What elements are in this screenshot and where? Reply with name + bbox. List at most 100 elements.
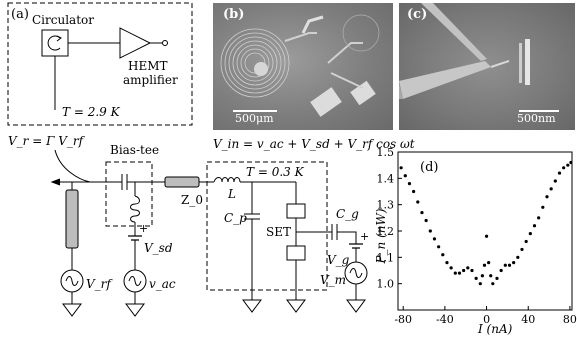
chart-panel-label: (d) xyxy=(420,160,438,175)
cryostat-box-bottom xyxy=(206,161,328,291)
cg-label: C_g xyxy=(336,207,359,221)
data-point xyxy=(528,232,532,236)
data-point xyxy=(489,274,493,278)
data-point xyxy=(491,282,495,286)
x-tick-label: 0 xyxy=(483,313,490,326)
vm-label: V_m xyxy=(320,273,346,287)
cp-label: C_p xyxy=(224,211,247,225)
data-point xyxy=(470,268,474,273)
data-point xyxy=(466,266,470,270)
data-point xyxy=(462,268,466,273)
y-tick-label: 1.4 xyxy=(377,172,395,185)
vac-label: v_ac xyxy=(149,277,176,291)
inductor-l xyxy=(213,177,241,183)
y-tick-label: 1.5 xyxy=(377,146,395,159)
data-point xyxy=(495,276,499,280)
data-point xyxy=(549,187,553,191)
bias-tee-inductor xyxy=(130,195,140,223)
data-point xyxy=(453,271,457,275)
sem-image-set: (c) 500nm xyxy=(399,3,575,130)
data-point xyxy=(407,182,412,186)
data-point xyxy=(474,276,478,280)
scale-bar-c xyxy=(519,110,559,112)
data-point xyxy=(553,179,557,183)
scale-bar-b xyxy=(233,110,277,112)
bias-tee-box xyxy=(105,161,153,227)
data-point xyxy=(480,274,484,278)
data-point xyxy=(403,174,407,178)
data-point xyxy=(457,271,462,275)
hemt-label-2: amplifier xyxy=(123,73,178,87)
scale-label-c: 500nm xyxy=(517,112,556,125)
circulator-label: Circulator xyxy=(32,13,94,27)
sem-image-device: (b) 500μm xyxy=(213,3,393,130)
x-tick-label: 80 xyxy=(563,313,577,326)
data-point xyxy=(503,263,507,267)
y-tick-label: 1.1 xyxy=(377,251,395,264)
data-point xyxy=(532,224,537,228)
cryostat-box-top xyxy=(7,2,193,126)
vrf-label: V_rf xyxy=(86,277,113,291)
data-point xyxy=(441,253,445,257)
panel-c-label: (c) xyxy=(407,7,428,22)
scale-label-b: 500μm xyxy=(235,112,274,125)
data-point xyxy=(449,266,453,270)
data-point xyxy=(524,239,528,244)
sem-set-drawing xyxy=(399,3,530,99)
data-point xyxy=(424,218,428,223)
data-point xyxy=(562,166,566,170)
data-point xyxy=(545,195,549,199)
amplifier-triangle xyxy=(119,27,152,59)
sem-device-drawing xyxy=(220,14,380,117)
plus-sign-vg: + xyxy=(360,230,369,243)
data-point xyxy=(487,261,491,265)
x-tick-label: 40 xyxy=(521,313,535,326)
temp-low-label: T = 0.3 K xyxy=(246,165,305,179)
vsd-label: V_sd xyxy=(144,241,173,255)
input-voltage-equation: V_in = v_ac + V_sd + V_rf cos ωt xyxy=(213,137,415,151)
data-point xyxy=(484,234,489,238)
hemt-label-1: HEMT xyxy=(128,59,168,73)
panel-b-label: (b) xyxy=(223,7,245,22)
data-point xyxy=(557,171,562,175)
temp-top-label: T = 2.9 K xyxy=(62,105,121,119)
data-point xyxy=(499,268,503,273)
data-point xyxy=(445,261,449,265)
x-tick-label: -80 xyxy=(394,313,412,326)
data-point xyxy=(507,263,512,267)
x-tick-label: -40 xyxy=(436,313,454,326)
data-point xyxy=(416,200,420,204)
bias-tee-label: Bias-tee xyxy=(110,143,159,157)
circulator-icon xyxy=(47,35,61,51)
z0-label: Z_0 xyxy=(181,193,203,207)
data-point xyxy=(420,210,424,215)
x-axis-label: I (nA) xyxy=(477,322,513,336)
panel-a-label: (a) xyxy=(11,7,29,22)
set-label: SET xyxy=(266,225,291,239)
data-point xyxy=(541,205,545,209)
data-point xyxy=(512,261,516,265)
data-point xyxy=(520,247,524,252)
data-point xyxy=(537,216,541,220)
y-tick-label: 1.2 xyxy=(377,225,395,238)
data-point xyxy=(437,245,441,249)
data-point xyxy=(569,160,573,165)
data-point xyxy=(399,166,403,170)
data-point xyxy=(516,255,520,259)
y-tick-label: 1.0 xyxy=(377,278,395,291)
data-point xyxy=(428,229,432,233)
plus-sign: + xyxy=(139,222,148,235)
vg-label: V_g xyxy=(327,253,350,267)
data-point xyxy=(432,237,437,241)
y-tick-label: 1.3 xyxy=(377,199,395,212)
data-point xyxy=(478,282,482,286)
chart-frame xyxy=(397,151,573,311)
inductor-label: L xyxy=(227,187,236,201)
data-point xyxy=(482,263,487,267)
data-point xyxy=(566,163,570,167)
y-axis-label: P_n (nW) xyxy=(374,208,388,264)
data-point xyxy=(412,189,416,194)
reflection-equation: V_r = Γ V_rf xyxy=(8,134,86,148)
